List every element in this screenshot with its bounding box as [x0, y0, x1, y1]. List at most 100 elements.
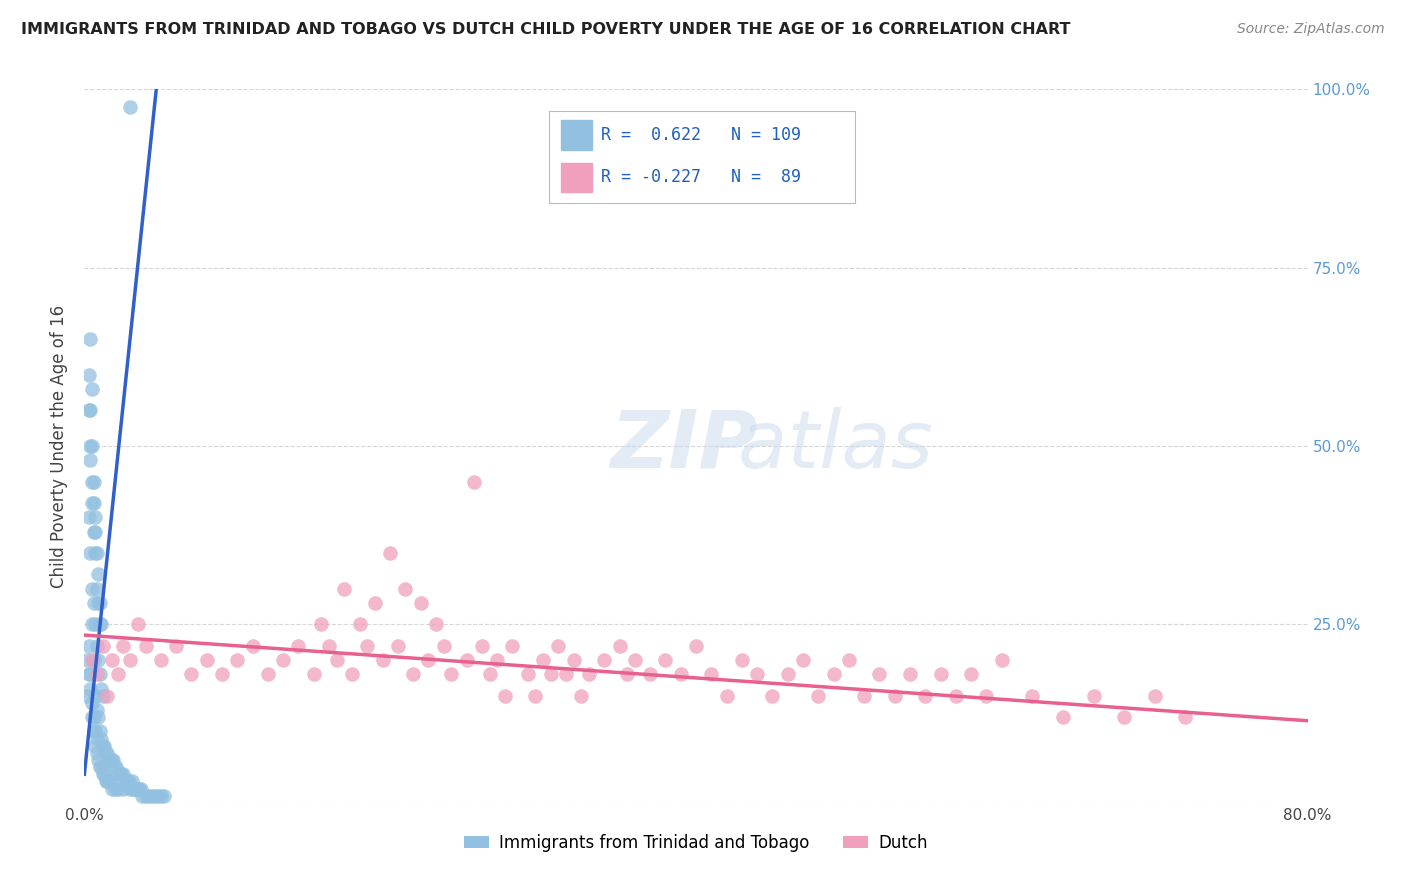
Point [471, 639, 494, 653]
Point [333, 582, 356, 596]
Point [89, 596, 111, 610]
Point [761, 689, 783, 703]
Point [80, 696, 103, 710]
Point [311, 617, 333, 632]
Point [83, 724, 105, 739]
Point [125, 781, 148, 796]
Point [349, 617, 371, 632]
Point [562, 653, 585, 667]
Point [86, 731, 108, 746]
Point [97, 753, 120, 767]
Y-axis label: Child Poverty Under the Age of 16: Child Poverty Under the Age of 16 [51, 304, 69, 588]
Point [90, 760, 112, 774]
Point [111, 767, 134, 781]
Point [380, 546, 402, 560]
Point [79, 546, 101, 560]
Point [120, 781, 142, 796]
Point [86, 746, 108, 760]
Point [91, 689, 114, 703]
Point [101, 753, 124, 767]
Point [80, 617, 103, 632]
Point [118, 774, 141, 789]
Point [101, 781, 124, 796]
Point [104, 781, 127, 796]
Point [112, 774, 135, 789]
Point [86, 639, 108, 653]
Point [77, 510, 100, 524]
Point [87, 653, 110, 667]
Point [146, 789, 169, 803]
Point [141, 789, 163, 803]
Point [356, 639, 378, 653]
Point [104, 760, 127, 774]
Point [486, 653, 509, 667]
Point [418, 653, 440, 667]
Point [976, 689, 998, 703]
Point [371, 653, 394, 667]
Point [914, 689, 936, 703]
Point [257, 667, 280, 681]
Point [115, 774, 138, 789]
Point [960, 667, 983, 681]
Point [478, 667, 501, 681]
Point [409, 596, 432, 610]
Point [991, 653, 1014, 667]
Point [609, 639, 631, 653]
Point [685, 639, 707, 653]
Point [77, 368, 100, 382]
Point [143, 789, 166, 803]
Point [128, 781, 150, 796]
Point [86, 703, 108, 717]
Point [776, 667, 799, 681]
Point [929, 667, 952, 681]
Point [425, 617, 447, 632]
Point [456, 653, 478, 667]
Point [91, 739, 114, 753]
Point [153, 789, 176, 803]
Point [90, 731, 112, 746]
Point [84, 510, 107, 524]
Point [127, 781, 149, 796]
Point [124, 781, 146, 796]
Point [76, 653, 98, 667]
Point [394, 582, 416, 596]
Text: ZIP: ZIP [610, 407, 758, 485]
Point [80, 653, 103, 667]
Point [402, 667, 425, 681]
Point [1114, 710, 1136, 724]
Point [242, 639, 264, 653]
Point [107, 781, 129, 796]
Point [96, 689, 118, 703]
Point [84, 724, 107, 739]
Point [1143, 689, 1166, 703]
Point [494, 689, 516, 703]
Point [638, 667, 661, 681]
Point [516, 667, 538, 681]
Point [79, 453, 101, 467]
Point [94, 746, 117, 760]
Point [86, 667, 108, 681]
Point [83, 475, 105, 489]
Point [578, 667, 600, 681]
Point [90, 681, 112, 696]
Point [79, 332, 101, 346]
Point [80, 496, 103, 510]
Point [114, 774, 136, 789]
Point [716, 689, 738, 703]
Point [89, 667, 111, 681]
Point [87, 710, 110, 724]
Point [93, 767, 115, 781]
Point [84, 617, 107, 632]
Point [555, 667, 578, 681]
Point [127, 617, 149, 632]
Point [80, 475, 103, 489]
Point [318, 639, 340, 653]
Point [86, 546, 108, 560]
Point [287, 639, 309, 653]
Point [80, 582, 103, 596]
Point [135, 789, 157, 803]
Point [593, 653, 616, 667]
Point [91, 767, 114, 781]
Point [135, 639, 157, 653]
Point [84, 689, 107, 703]
